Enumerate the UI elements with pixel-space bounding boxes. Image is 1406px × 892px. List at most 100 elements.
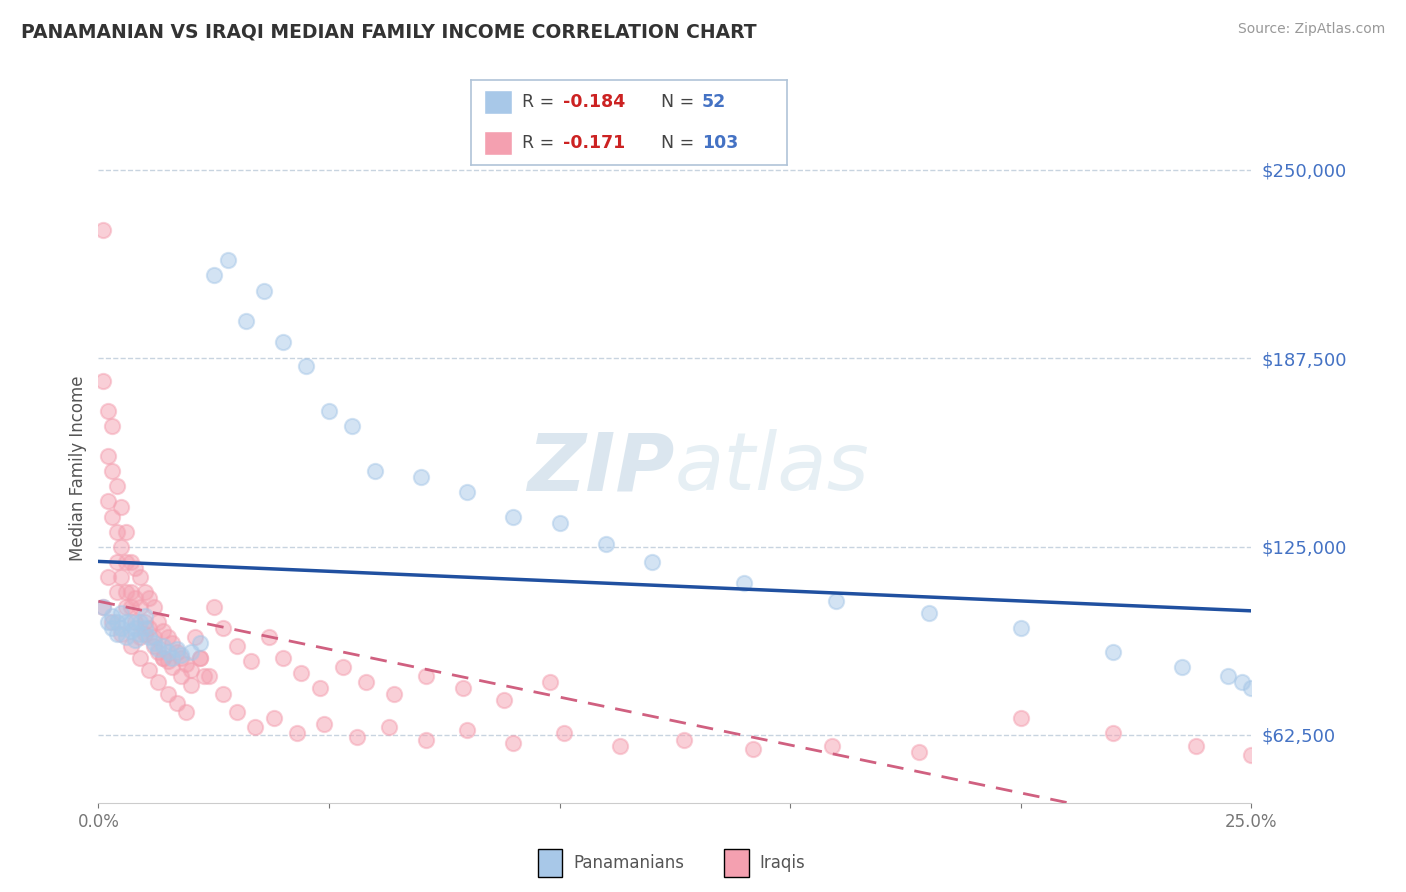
Point — [188, 651, 211, 665]
Point — [105, 479, 128, 493]
Point — [225, 706, 247, 720]
Point — [1240, 681, 1263, 696]
Point — [156, 687, 179, 701]
Point — [124, 615, 146, 629]
Text: Panamanians: Panamanians — [574, 854, 683, 872]
FancyBboxPatch shape — [484, 90, 512, 114]
Point — [308, 681, 330, 696]
Point — [110, 540, 132, 554]
Text: 52: 52 — [702, 94, 725, 112]
Point — [318, 404, 340, 418]
Point — [193, 669, 215, 683]
Point — [152, 651, 174, 665]
Point — [148, 645, 170, 659]
Point — [170, 669, 193, 683]
Point — [411, 470, 433, 484]
Point — [456, 723, 478, 738]
Text: 103: 103 — [702, 134, 738, 152]
Point — [239, 654, 262, 668]
Point — [115, 585, 138, 599]
Point — [129, 599, 152, 614]
Point — [91, 223, 114, 237]
Point — [129, 630, 152, 644]
Point — [97, 615, 120, 629]
Point — [138, 630, 160, 644]
Point — [101, 609, 124, 624]
Point — [160, 651, 183, 665]
Y-axis label: Median Family Income: Median Family Income — [69, 376, 87, 561]
Point — [120, 585, 142, 599]
FancyBboxPatch shape — [724, 849, 748, 877]
Point — [97, 449, 120, 463]
Point — [134, 585, 156, 599]
Point — [160, 660, 183, 674]
Point — [101, 419, 124, 434]
Text: R =: R = — [522, 134, 560, 152]
Point — [595, 536, 617, 550]
Point — [212, 621, 235, 635]
Point — [263, 711, 285, 725]
Point — [825, 594, 848, 608]
FancyBboxPatch shape — [484, 131, 512, 155]
Text: ZIP: ZIP — [527, 429, 675, 508]
Point — [1218, 669, 1240, 683]
Point — [170, 651, 193, 665]
Point — [110, 570, 132, 584]
Point — [110, 606, 132, 620]
Point — [120, 599, 142, 614]
Point — [105, 524, 128, 539]
Point — [115, 555, 138, 569]
Point — [166, 697, 188, 711]
Point — [908, 745, 931, 759]
Point — [105, 555, 128, 569]
Point — [382, 687, 405, 701]
Point — [97, 494, 120, 508]
Point — [202, 599, 225, 614]
Point — [364, 464, 387, 478]
Point — [91, 374, 114, 388]
Point — [354, 675, 377, 690]
Point — [548, 516, 571, 530]
Point — [202, 268, 225, 283]
Point — [101, 621, 124, 635]
Point — [235, 313, 257, 327]
Point — [188, 636, 211, 650]
Point — [198, 669, 221, 683]
Point — [97, 570, 120, 584]
Point — [101, 615, 124, 629]
Point — [1010, 711, 1032, 725]
Point — [142, 636, 165, 650]
Point — [180, 678, 202, 692]
Point — [129, 615, 152, 629]
Point — [180, 663, 202, 677]
Point — [124, 621, 146, 635]
Point — [142, 639, 165, 653]
Text: PANAMANIAN VS IRAQI MEDIAN FAMILY INCOME CORRELATION CHART: PANAMANIAN VS IRAQI MEDIAN FAMILY INCOME… — [21, 22, 756, 41]
Point — [188, 651, 211, 665]
Point — [138, 591, 160, 605]
Point — [733, 575, 755, 590]
Text: N =: N = — [661, 134, 700, 152]
Point — [134, 615, 156, 629]
Point — [120, 624, 142, 638]
Point — [115, 615, 138, 629]
Point — [285, 726, 308, 740]
Point — [115, 524, 138, 539]
Point — [174, 706, 197, 720]
Point — [314, 717, 336, 731]
Point — [115, 599, 138, 614]
FancyBboxPatch shape — [537, 849, 562, 877]
Text: atlas: atlas — [675, 429, 870, 508]
Point — [609, 739, 631, 753]
Point — [134, 609, 156, 624]
Point — [257, 630, 280, 644]
Point — [1102, 726, 1125, 740]
Point — [502, 735, 524, 749]
Point — [156, 654, 179, 668]
Point — [148, 642, 170, 657]
Point — [1240, 747, 1263, 762]
Point — [105, 627, 128, 641]
Point — [917, 606, 939, 620]
Point — [641, 555, 664, 569]
Point — [115, 630, 138, 644]
